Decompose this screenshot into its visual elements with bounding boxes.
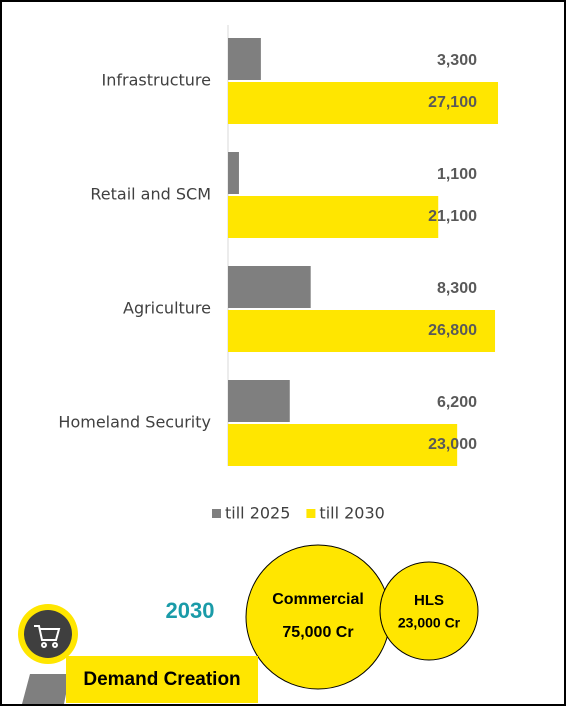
banner-box xyxy=(66,656,258,703)
category-label: Homeland Security xyxy=(58,413,211,432)
year-label: 2030 xyxy=(166,598,215,623)
value-label: 27,100 xyxy=(428,94,477,111)
bar xyxy=(228,310,496,352)
category-label: Retail and SCM xyxy=(90,185,211,204)
bubble-title: HLS xyxy=(414,592,444,609)
bar xyxy=(228,266,311,308)
bar xyxy=(228,152,239,194)
banner-text: Demand Creation xyxy=(83,669,240,690)
value-label: 6,200 xyxy=(437,394,477,411)
bar xyxy=(228,82,499,124)
bar xyxy=(228,380,290,422)
category-label: Infrastructure xyxy=(102,71,211,90)
bubble-value: 75,000 Cr xyxy=(282,624,353,641)
legend-swatch xyxy=(212,509,221,518)
value-label: 3,300 xyxy=(437,52,477,69)
bar xyxy=(228,424,458,466)
bar xyxy=(228,38,261,80)
legend-label: till 2030 xyxy=(319,504,384,523)
category-label: Agriculture xyxy=(123,299,211,318)
bubble xyxy=(379,561,479,661)
value-label: 23,000 xyxy=(428,436,477,453)
bar xyxy=(228,196,439,238)
banner-shape xyxy=(22,674,70,704)
bubble xyxy=(245,544,391,690)
bubble-title: Commercial xyxy=(272,591,364,608)
icon xyxy=(24,610,72,658)
value-label: 1,100 xyxy=(437,166,477,183)
value-label: 8,300 xyxy=(437,280,477,297)
value-label: 26,800 xyxy=(428,322,477,339)
chart: Infrastructure 3,300 27,100 Retail and SCM 1… xyxy=(58,38,499,523)
legend-label: till 2025 xyxy=(225,504,290,523)
cart-icon xyxy=(34,625,61,648)
bubble-value: 23,000 Cr xyxy=(398,615,461,631)
legend-swatch xyxy=(306,509,316,518)
value-label: 21,100 xyxy=(428,208,477,225)
